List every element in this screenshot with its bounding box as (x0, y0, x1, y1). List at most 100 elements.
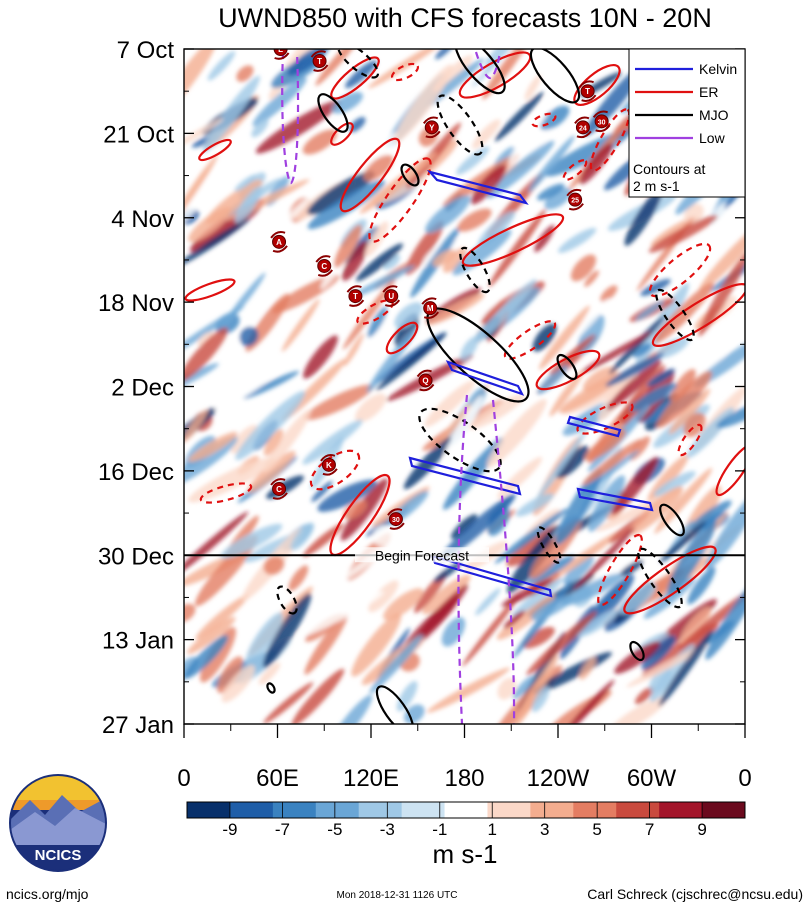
field-cell (649, 667, 672, 693)
colorbar-segment (530, 802, 574, 818)
field-cell (563, 554, 594, 585)
field-cell (494, 508, 568, 564)
storm-dot (575, 120, 590, 135)
field-cell (486, 140, 555, 199)
field-cell (288, 565, 309, 591)
field-cell (538, 305, 590, 370)
field-cell (536, 428, 588, 501)
field-cell (303, 335, 338, 379)
field-cell (343, 333, 365, 367)
field-cell (372, 525, 392, 546)
er-contours-dashed (199, 62, 712, 607)
storm-swirl (313, 64, 329, 72)
field-cell (230, 425, 258, 454)
field-cell (549, 370, 584, 417)
footer-author: Carl Schreck (cjschrec@ncsu.edu) (587, 886, 803, 902)
field-cell (184, 49, 218, 117)
field-cell (706, 641, 745, 702)
y-tick-label: 18 Nov (98, 290, 174, 317)
field-cell (579, 143, 613, 185)
field-cell (245, 612, 284, 666)
storm-symbol: T (346, 285, 365, 307)
storm-symbol: C (315, 255, 334, 277)
field-cell (359, 152, 438, 214)
colorbar-segment (187, 802, 231, 818)
field-cell (628, 486, 684, 536)
field-cell (582, 574, 635, 633)
storm-dot (580, 84, 595, 99)
field-cell (184, 327, 228, 382)
storm-label: K (326, 461, 332, 470)
colorbar-label: 5 (592, 820, 601, 839)
field-cell (670, 369, 696, 402)
footer-website: ncics.org/mjo (6, 886, 89, 902)
field-cell (317, 479, 377, 512)
colorbar-segment (315, 802, 360, 818)
field-cell (184, 154, 219, 226)
field-cell (475, 279, 537, 344)
storm-swirl (595, 124, 611, 133)
storm-label: C (276, 485, 282, 494)
storm-dot (312, 54, 327, 69)
field-cell (508, 96, 555, 165)
field-cell (494, 91, 544, 142)
field-cell (488, 208, 547, 288)
storm-symbol: 30 (387, 508, 405, 530)
field-cell (648, 215, 718, 253)
storm-swirl (272, 492, 288, 500)
field-cell (355, 393, 387, 423)
storm-label: T (585, 87, 590, 96)
field-cell (555, 445, 589, 479)
field-cell (462, 593, 521, 667)
field-cell (405, 220, 444, 276)
colorbar-segment (659, 802, 703, 818)
colorbar-label: 9 (697, 820, 706, 839)
y-tick-label: 13 Jan (102, 628, 174, 655)
legend-contour-interval: 2 m s-1 (633, 178, 680, 194)
x-tick-label: 180 (444, 765, 484, 792)
field-cell (329, 694, 373, 724)
field-cell (302, 129, 338, 155)
colorbar-label: 3 (540, 820, 549, 839)
field-cell (561, 573, 623, 606)
storm-dot (594, 114, 609, 129)
storm-label: L (278, 45, 283, 54)
field-cell (497, 457, 543, 499)
field-cell (376, 332, 447, 391)
field-cell (573, 527, 635, 591)
storm-dot (348, 289, 363, 304)
field-cell (457, 208, 492, 232)
legend-box (628, 48, 746, 198)
y-tick-label: 7 Oct (117, 37, 175, 64)
field-cell (184, 656, 199, 685)
field-cell (184, 305, 245, 359)
y-tick-label: 27 Jan (102, 712, 174, 739)
storm-swirl (270, 231, 286, 239)
field-cell (608, 697, 667, 724)
field-cell (343, 500, 367, 519)
field-cell (549, 334, 596, 375)
colorbar-segment (616, 802, 660, 818)
legend-label: MJO (699, 107, 729, 123)
storm-label: T (353, 292, 358, 301)
field-cell (426, 293, 485, 326)
colorbar: -9 -7 -5 -3 -1 1 3 5 7 9 (186, 801, 746, 839)
field-cell (235, 390, 306, 461)
storm-label: M (427, 304, 434, 313)
field-cell (220, 523, 283, 559)
field-cell (658, 630, 713, 707)
field-cell (477, 211, 516, 247)
colorbar-label: -1 (432, 820, 447, 839)
legend: Kelvin ER MJO Low Contours at 2 m s-1 (628, 48, 746, 198)
field-cell (468, 394, 525, 430)
storm-swirl (346, 285, 362, 293)
field-cell (275, 192, 315, 232)
x-tick-label: 0 (177, 765, 190, 792)
field-cell (666, 518, 717, 596)
field-cell (570, 254, 597, 282)
storm-symbol: Q (416, 369, 435, 392)
field-cell (311, 480, 333, 503)
field-cell (263, 556, 285, 575)
field-cell (334, 224, 362, 268)
storm-swirl (423, 311, 440, 319)
